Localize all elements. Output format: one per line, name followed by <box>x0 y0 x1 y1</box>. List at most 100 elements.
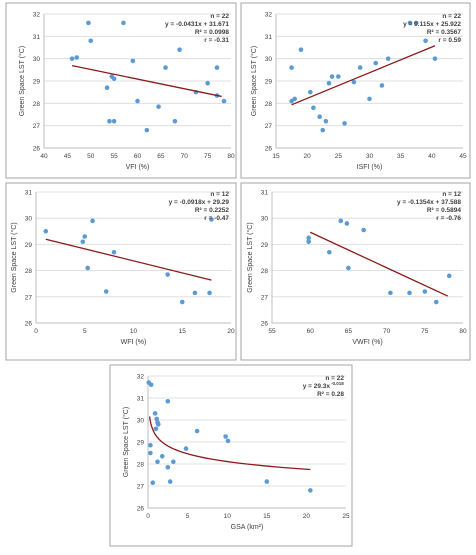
data-point <box>130 58 136 64</box>
y-tick-label: 30 <box>265 56 273 63</box>
x-tick-label: 15 <box>263 513 271 520</box>
x-tick-label: 45 <box>64 153 72 160</box>
equation-annotation: y = -0.0918x + 29.29 <box>169 199 230 206</box>
x-tick-label: 0 <box>34 328 38 335</box>
y-tick-label: 27 <box>33 123 41 130</box>
equation-annotation: r = 0.59 <box>438 37 461 44</box>
data-point <box>194 428 200 434</box>
x-axis-title: ISFI (%) <box>357 164 383 171</box>
x-tick-label: 75 <box>421 328 429 335</box>
data-point <box>111 249 117 255</box>
x-tick-label: 0 <box>146 513 150 520</box>
trendline <box>45 238 212 281</box>
y-axis-title: Green Space LST (°C) <box>10 222 18 292</box>
y-tick-label: 29 <box>33 79 41 86</box>
data-point <box>407 20 413 26</box>
data-point <box>159 454 165 459</box>
x-tick-label: 40 <box>40 153 48 160</box>
data-point <box>346 265 351 271</box>
data-point <box>104 85 110 90</box>
data-point <box>338 218 344 224</box>
x-tick-label: 70 <box>181 153 189 160</box>
data-point <box>379 83 385 88</box>
panel-frame <box>240 182 471 361</box>
equation-annotation: n = 22 <box>325 375 344 382</box>
y-tick-label: 26 <box>261 321 269 328</box>
chart-panel-5: 26 27 28 29 30 31 32 0 5 10 15 20 25 GSA (km²) Green S… <box>109 364 353 547</box>
data-point <box>209 217 214 222</box>
data-point <box>336 74 341 79</box>
data-point <box>367 96 372 102</box>
y-tick-label: 28 <box>265 101 273 108</box>
equation-annotation: R² = 0.0998 <box>195 29 230 36</box>
y-tick-label: 28 <box>261 268 269 275</box>
data-point <box>111 76 117 82</box>
y-tick-label: 31 <box>261 190 269 197</box>
y-tick-label: 29 <box>265 79 273 86</box>
data-point <box>82 234 88 239</box>
data-point <box>422 289 428 294</box>
equation-annotation: y = 0.115x + 25.922 <box>403 21 461 28</box>
x-tick-label: 30 <box>366 153 374 160</box>
panel-frame <box>109 364 353 547</box>
data-point <box>43 229 49 234</box>
chart-panel-2: 26 27 28 29 30 31 32 15 20 25 30 35 40 45 ISFI (%) Gree… <box>240 2 471 179</box>
data-point <box>327 249 332 255</box>
x-tick-label: 55 <box>111 153 119 160</box>
data-point <box>156 104 161 109</box>
data-point <box>311 105 316 111</box>
x-tick-label: 80 <box>459 328 467 335</box>
y-tick-label: 31 <box>265 34 273 41</box>
data-point <box>298 47 304 53</box>
data-point <box>90 218 95 224</box>
x-tick-label: 20 <box>227 328 235 335</box>
y-tick-label: 26 <box>25 321 33 328</box>
equation-annotation: R² = 0.2252 <box>195 207 230 214</box>
data-point <box>289 65 294 70</box>
data-point <box>344 221 350 226</box>
y-tick-label: 29 <box>137 440 145 447</box>
x-axis-title: WFI (%) <box>121 339 147 346</box>
equation-annotation: n = 12 <box>442 191 461 198</box>
x-tick-label: 20 <box>304 153 312 160</box>
equation-annotation: y = -0.1354x + 37.588 <box>397 199 461 206</box>
data-point <box>171 459 176 465</box>
data-point <box>144 127 150 133</box>
data-point <box>183 446 189 451</box>
data-point <box>320 127 326 133</box>
data-point <box>323 118 329 124</box>
x-tick-label: 35 <box>397 153 405 160</box>
data-point <box>135 98 140 104</box>
x-tick-label: 20 <box>303 513 311 520</box>
data-point <box>223 434 228 439</box>
trendline <box>71 64 222 98</box>
equation-annotation: r = -0.47 <box>204 215 229 222</box>
x-tick-label: 10 <box>130 328 138 335</box>
y-tick-label: 28 <box>33 101 41 108</box>
data-point <box>423 38 428 44</box>
data-point <box>221 98 227 104</box>
equation-annotation: y = 29.3x <box>303 383 331 390</box>
x-tick-label: 40 <box>428 153 436 160</box>
data-point <box>308 488 313 493</box>
data-point <box>192 290 198 296</box>
y-tick-label: 26 <box>33 146 41 153</box>
data-point <box>86 20 91 26</box>
x-tick-label: 60 <box>307 328 315 335</box>
equation-annotation: R² = 0.3567 <box>427 29 462 36</box>
y-tick-label: 32 <box>265 12 273 19</box>
panel-frame <box>5 182 237 361</box>
data-point <box>80 239 86 245</box>
data-point <box>148 450 153 456</box>
y-tick-label: 30 <box>137 418 145 425</box>
x-tick-label: 65 <box>157 153 165 160</box>
y-axis-title: Green Space LST (°C) <box>122 407 130 477</box>
x-tick-label: 60 <box>134 153 142 160</box>
data-point <box>111 118 117 124</box>
data-point <box>207 290 212 296</box>
equation-annotation: n = 22 <box>210 13 229 20</box>
chart-panel-4: 26 27 28 29 30 31 55 60 65 70 75 80 VWFI (%) Green Sp… <box>240 182 471 361</box>
data-point <box>407 290 412 296</box>
data-point <box>361 227 366 233</box>
equation-annotation: r = -0.76 <box>436 215 461 222</box>
